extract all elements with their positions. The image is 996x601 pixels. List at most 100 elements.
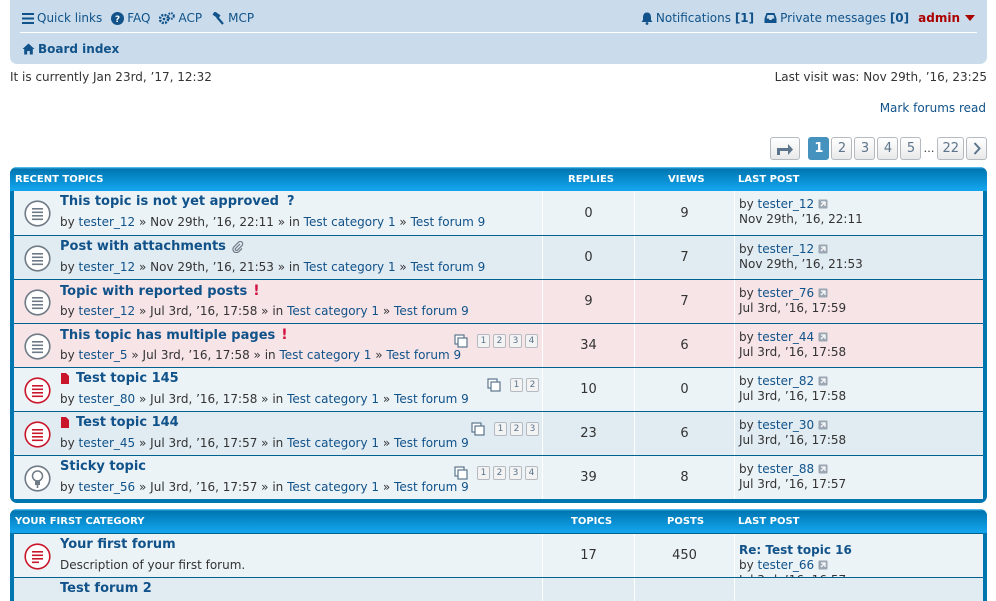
topic-title[interactable]: This topic has multiple pages [60,327,276,343]
jump-to-page-button[interactable] [770,137,801,160]
last-post-author[interactable]: tester_30 [757,418,815,432]
page-4-button[interactable]: 4 [877,137,899,160]
unapproved-question-icon[interactable]: ? [286,194,295,209]
last-post-author[interactable]: tester_88 [757,462,815,476]
topic-row[interactable]: Sticky topic by tester_56 » Jul 3rd, ’16,… [14,455,983,499]
last-post-author[interactable]: tester_82 [757,374,815,388]
mcp-link[interactable]: MCP [211,11,254,25]
topic-author[interactable]: tester_5 [78,348,128,362]
last-post-by: by [739,197,754,211]
page-1-button[interactable]: 1 [808,137,830,160]
topic-author[interactable]: tester_12 [78,260,136,274]
topic-page-link[interactable]: 1 [477,466,490,480]
topic-page-link[interactable]: 3 [526,422,539,436]
topic-category-link[interactable]: Test category 1 [287,436,380,450]
acp-link[interactable]: ACP [159,11,202,25]
user-menu[interactable]: admin [918,11,975,25]
file-icon [61,373,69,384]
topic-page-link[interactable]: 2 [493,334,506,348]
topic-category-link[interactable]: Test category 1 [287,480,380,494]
topic-row[interactable]: This topic is not yet approved? by tester… [14,191,983,235]
topic-forum-link[interactable]: Test forum 9 [410,215,486,229]
topic-row[interactable]: Test topic 145 by tester_80 » Jul 3rd, ’1… [14,367,983,411]
quick-links-menu[interactable]: Quick links [22,11,102,25]
topic-author[interactable]: tester_80 [78,392,136,406]
topic-page-link[interactable]: 2 [510,422,523,436]
forum-posts-count [634,578,734,601]
topic-views: 6 [634,324,734,367]
topic-author[interactable]: tester_45 [78,436,136,450]
reported-exclamation-icon[interactable]: ! [253,283,260,299]
forum-row[interactable]: Your first forum Description of your fir… [14,533,983,587]
topic-title[interactable]: Topic with reported posts [60,283,248,299]
topic-title[interactable]: This topic is not yet approved [60,194,279,209]
mark-forums-read-link[interactable]: Mark forums read [879,101,986,115]
page-last-button[interactable]: 22 [937,137,964,160]
topic-category-link[interactable]: Test category 1 [303,215,396,229]
forum-title[interactable]: Test forum 2 [60,581,152,596]
last-post-date: Jul 3rd, ’16, 17:58 [739,433,847,447]
topic-page-link[interactable]: 2 [493,466,506,480]
view-latest-post-icon[interactable] [818,199,828,209]
topic-row[interactable]: Topic with reported posts! by tester_12 »… [14,279,983,323]
view-latest-post-icon[interactable] [818,464,828,474]
topic-author[interactable]: tester_56 [78,480,136,494]
board-index-link[interactable]: Board index [22,42,119,56]
view-latest-post-icon[interactable] [818,244,828,254]
topic-page-link[interactable]: 4 [525,466,538,480]
topic-row[interactable]: Test topic 144 by tester_45 » Jul 3rd, ’1… [14,411,983,455]
page-5-button[interactable]: 5 [900,137,922,160]
topic-forum-link[interactable]: Test forum 9 [394,436,469,450]
topic-page-link[interactable]: 1 [494,422,507,436]
last-post-author[interactable]: tester_12 [757,197,815,211]
view-latest-post-icon[interactable] [818,560,828,570]
forum-row[interactable]: Test forum 2 [14,577,983,601]
topic-category-link[interactable]: Test category 1 [279,348,372,362]
topic-page-link[interactable]: 1 [510,378,523,392]
notifications-link[interactable]: Notifications [1] [641,11,754,25]
topic-category-link[interactable]: Test category 1 [287,304,380,318]
topic-row[interactable]: Post with attachments by tester_12 » Nov … [14,235,983,279]
last-post-author[interactable]: tester_44 [757,330,815,344]
forum-topics-count [542,578,634,601]
view-latest-post-icon[interactable] [818,332,828,342]
forum-last-post-author[interactable]: tester_66 [757,558,815,572]
topic-page-link[interactable]: 3 [509,466,522,480]
last-post-author[interactable]: tester_12 [757,242,815,256]
topic-forum-link[interactable]: Test forum 9 [394,304,469,318]
topic-forum-link[interactable]: Test forum 9 [394,480,469,494]
forum-title[interactable]: Your first forum [60,537,176,552]
topic-page-link[interactable]: 4 [525,334,538,348]
topic-title[interactable]: Sticky topic [60,459,146,474]
topic-forum-link[interactable]: Test forum 9 [394,392,469,406]
topic-forum-link[interactable]: Test forum 9 [386,348,462,362]
topic-title[interactable]: Test topic 144 [76,415,179,430]
topic-author[interactable]: tester_12 [78,215,136,229]
topic-category-link[interactable]: Test category 1 [287,392,380,406]
page-3-button[interactable]: 3 [854,137,876,160]
forum-last-post-title[interactable]: Re: Test topic 16 [739,543,852,557]
topic-views: 9 [634,191,734,235]
view-latest-post-icon[interactable] [818,288,828,298]
topic-page-link[interactable]: 2 [526,378,539,392]
hamburger-icon [22,12,34,24]
topic-author[interactable]: tester_12 [78,304,136,318]
private-messages-link[interactable]: Private messages [0] [764,11,909,25]
reported-exclamation-icon[interactable]: ! [281,327,288,343]
view-latest-post-icon[interactable] [818,376,828,386]
last-post-author[interactable]: tester_76 [757,286,815,300]
topic-forum-link[interactable]: Test forum 9 [410,260,486,274]
topic-page-link[interactable]: 3 [509,334,522,348]
page-2-button[interactable]: 2 [831,137,853,160]
topic-title[interactable]: Test topic 145 [76,371,179,386]
home-icon [22,43,35,55]
topic-title[interactable]: Post with attachments [60,239,226,254]
topic-row[interactable]: This topic has multiple pages! by tester_… [14,323,983,367]
topic-category-link[interactable]: Test category 1 [303,260,396,274]
recent-topics-header: RECENT TOPICS REPLIES VIEWS LAST POST [10,167,987,191]
faq-link[interactable]: ? FAQ [111,11,150,25]
view-latest-post-icon[interactable] [818,420,828,430]
topic-page-link[interactable]: 1 [477,334,490,348]
next-page-button[interactable] [966,137,987,160]
